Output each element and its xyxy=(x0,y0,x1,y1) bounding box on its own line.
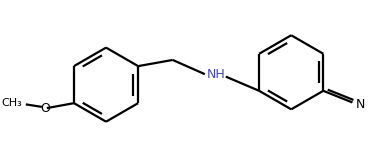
Text: O: O xyxy=(41,102,51,115)
Text: N: N xyxy=(356,98,365,111)
Text: NH: NH xyxy=(207,68,225,81)
Text: CH₃: CH₃ xyxy=(1,98,22,108)
